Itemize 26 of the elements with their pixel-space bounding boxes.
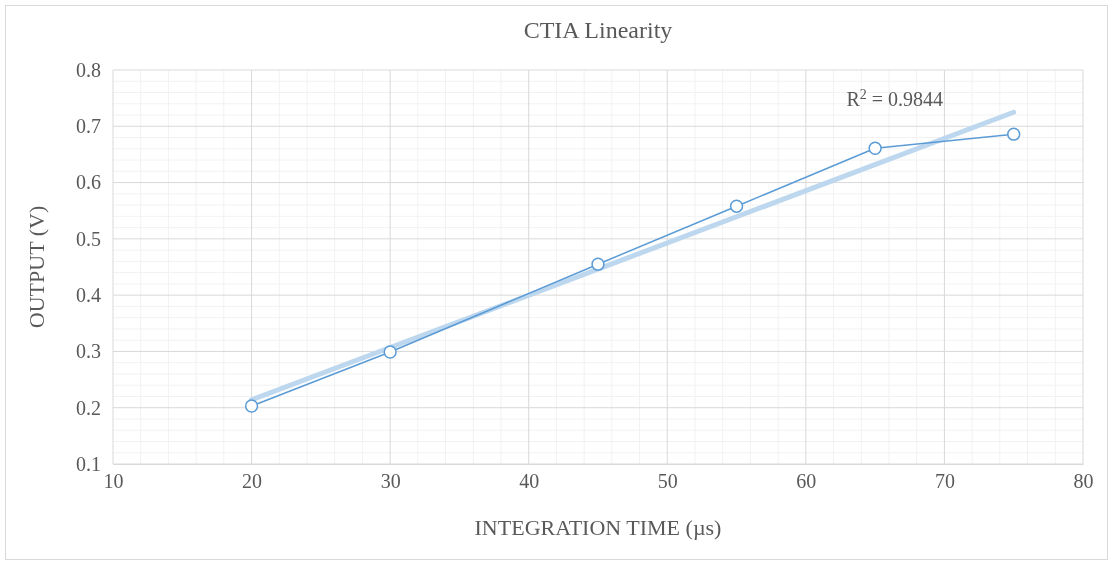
- y-tick-label: 0.3: [76, 340, 101, 363]
- x-tick-label: 80: [1073, 470, 1094, 493]
- y-tick-label: 0.1: [76, 452, 101, 475]
- y-tick-label: 0.8: [76, 58, 101, 81]
- point: [1007, 127, 1021, 141]
- x-tick-label: 50: [657, 470, 678, 493]
- point: [244, 399, 259, 413]
- point: [383, 345, 397, 359]
- point: [591, 257, 605, 271]
- x-tick-label: 20: [242, 470, 263, 493]
- y-tick-label: 0.6: [76, 171, 101, 194]
- y-tick-label: 0.4: [76, 284, 101, 307]
- x-tick-label: 10: [103, 470, 124, 493]
- x-tick-label: 30: [380, 470, 401, 493]
- y-tick-label: 0.7: [76, 115, 101, 138]
- chart-title: CTIA Linearity: [523, 17, 673, 43]
- y-tick-label: 0.5: [76, 227, 101, 250]
- x-tick-label: 40: [519, 470, 540, 493]
- x-tick-label: 60: [796, 470, 817, 493]
- y-tick-label: 0.2: [76, 396, 101, 419]
- point: [729, 199, 744, 213]
- x-axis-title: INTEGRATION TIME (µs): [474, 515, 722, 540]
- x-tick-label: 70: [934, 470, 955, 493]
- annotation: R$^{2}$ = 0.9844: [846, 86, 943, 110]
- point: [868, 141, 882, 155]
- y-axis-title: OUTPUT (V): [24, 205, 49, 329]
